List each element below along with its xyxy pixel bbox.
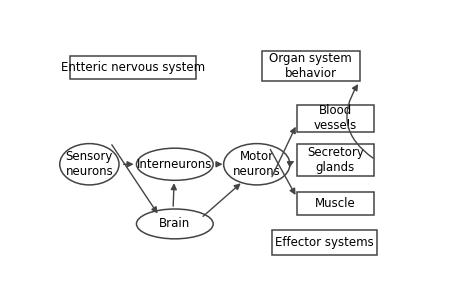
Text: Entteric nervous system: Entteric nervous system: [61, 61, 205, 74]
Text: Brain: Brain: [159, 218, 190, 230]
Text: Motor
neurons: Motor neurons: [233, 150, 281, 178]
Text: Sensory
neurons: Sensory neurons: [66, 150, 113, 178]
Text: Secretory
glands: Secretory glands: [307, 146, 364, 174]
FancyArrowPatch shape: [347, 85, 373, 158]
Text: Muscle: Muscle: [315, 197, 356, 210]
Text: Blood
vessels: Blood vessels: [314, 104, 357, 132]
Text: Organ system
behavior: Organ system behavior: [270, 52, 352, 80]
Text: Interneurons: Interneurons: [137, 158, 212, 171]
Text: Effector systems: Effector systems: [275, 236, 374, 249]
